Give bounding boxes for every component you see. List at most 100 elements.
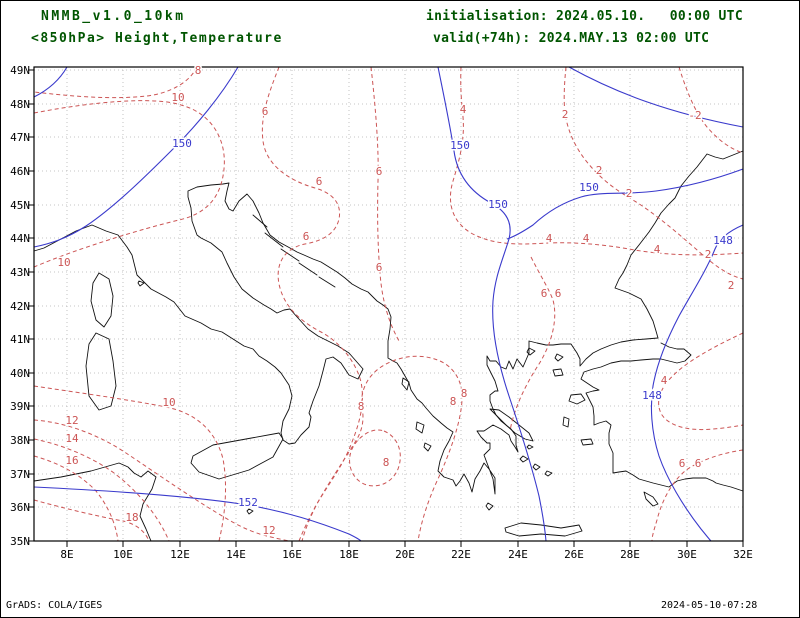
lat-tick-label: 36N [10, 501, 30, 514]
lat-tick-label: 45N [10, 199, 30, 212]
coastline-sicily [190, 432, 284, 480]
temp-contour-12 [33, 419, 290, 542]
temperature-contour-label: 14 [65, 432, 79, 445]
height-contour [568, 66, 744, 128]
height-contour-label: 150 [488, 198, 508, 211]
coastline-rhodes [643, 491, 659, 507]
coastline-lesbos [568, 393, 586, 405]
lon-tick-label: 32E [733, 548, 753, 561]
temperature-contour-label: 6 [555, 287, 562, 300]
temperature-contour-label: 2 [728, 279, 735, 292]
temperature-contour-label: 8 [461, 387, 468, 400]
lat-tick-label: 38N [10, 434, 30, 447]
coastline [33, 462, 157, 542]
temp-contour-8 [349, 429, 401, 487]
temp-contour-14 [33, 438, 170, 542]
temperature-contour-label: 8 [383, 456, 390, 469]
temp-contour-10 [33, 385, 226, 542]
height-contour-label: 150 [450, 139, 470, 152]
temperature-contour-label: 10 [162, 396, 175, 409]
lat-tick-label: 35N [10, 535, 30, 548]
height-contour-150 [437, 66, 547, 542]
coastline-lemnos [552, 368, 564, 377]
height-contour-label: 150 [579, 181, 599, 194]
grads-credit: GrADS: COLA/IGES [6, 600, 103, 611]
temperature-contour-label: 6 [695, 457, 702, 470]
temperature-contour-label: 8 [450, 395, 457, 408]
coastline-north-aegean-islands [526, 347, 564, 362]
lon-tick-label: 10E [113, 548, 133, 561]
temperature-contour-label: 12 [262, 524, 275, 537]
lon-tick-label: 20E [395, 548, 415, 561]
height-contour-150 [33, 66, 68, 98]
temperature-contour-label: 2 [596, 164, 603, 177]
lon-tick-label: 18E [339, 548, 359, 561]
lon-tick-label: 12E [170, 548, 190, 561]
temp-contour-4 [450, 66, 744, 256]
coastline-kythira [485, 502, 494, 511]
temp-contour-4 [658, 332, 744, 431]
lon-tick-label: 30E [677, 548, 697, 561]
lon-tick-label: 24E [508, 548, 528, 561]
coastline-cyclades [519, 444, 553, 477]
coastline-elba [137, 280, 145, 287]
model-title: NMMB_v1.0_10km [41, 9, 186, 24]
coastline-sardinia [85, 332, 117, 411]
coastline-croatian-islands [252, 214, 336, 288]
height-contour-label: 150 [172, 137, 192, 150]
coastline [580, 342, 744, 492]
temperature-contour-label: 10 [57, 256, 70, 269]
lat-tick-label: 39N [10, 400, 30, 413]
lon-tick-label: 26E [564, 548, 584, 561]
contour-labels-group: 8E 10E 12E 14E 16E 18E 20E 22E 24E 26E 28E 30E 32E 49… [10, 63, 753, 562]
temperature-contour-label: 10 [171, 91, 184, 104]
coastline-crete [504, 522, 583, 537]
temperature-contour-label: 4 [546, 232, 553, 245]
coastline-ionian-islands [401, 377, 432, 452]
temp-contour-10 [33, 100, 225, 268]
lat-tick-label: 49N [10, 64, 30, 77]
temperature-contour-label: 6 [376, 261, 383, 274]
temperature-contour-label: 4 [583, 232, 590, 245]
lat-tick-label: 46N [10, 165, 30, 178]
lat-tick-label: 47N [10, 131, 30, 144]
height-contour-148 [650, 224, 744, 542]
lon-tick-label: 28E [620, 548, 640, 561]
creation-timestamp: 2024-05-10-07:28 [661, 600, 758, 611]
map-frame [33, 66, 744, 542]
coastline-corsica [90, 272, 114, 328]
lat-tick-label: 41N [10, 333, 30, 346]
coastline-malta [246, 508, 254, 515]
lat-tick-label: 48N [10, 98, 30, 111]
temperature-contour-label: 8 [195, 64, 202, 77]
valid-time-label: valid(+74h): 2024.MAY.13 02:00 UTC [433, 31, 710, 46]
temperature-contour-label: 6 [262, 105, 269, 118]
lat-tick-label: 44N [10, 232, 30, 245]
temp-contour-minus2 [678, 66, 744, 154]
temp-contour-2 [563, 66, 744, 280]
height-contour-152 [33, 486, 362, 542]
height-contour-label: 152 [238, 496, 258, 509]
lat-tick-label: 40N [10, 367, 30, 380]
coastline-samos [580, 438, 594, 446]
temperature-contour-label: 6 [316, 175, 323, 188]
temperature-contour-label: 2 [562, 108, 569, 121]
height-contour-label: 148 [713, 234, 733, 247]
temperature-contours-group [33, 66, 744, 542]
temperature-contour-label: 6 [541, 287, 548, 300]
temperature-contour-label: -2 [688, 109, 701, 122]
height-contour-label: 148 [642, 389, 662, 402]
height-contours-group [33, 66, 744, 542]
coastline-euboea [489, 408, 534, 442]
temperature-contour-label: 2 [705, 248, 712, 261]
height-contour-150 [33, 66, 239, 248]
height-contour-150 [506, 168, 744, 240]
lon-tick-label: 22E [451, 548, 471, 561]
temperature-contour-label: 6 [376, 165, 383, 178]
temperature-contour-label: 2 [626, 187, 633, 200]
lat-tick-label: 43N [10, 266, 30, 279]
lat-tick-label: 42N [10, 300, 30, 313]
temp-contour-16 [33, 455, 119, 542]
